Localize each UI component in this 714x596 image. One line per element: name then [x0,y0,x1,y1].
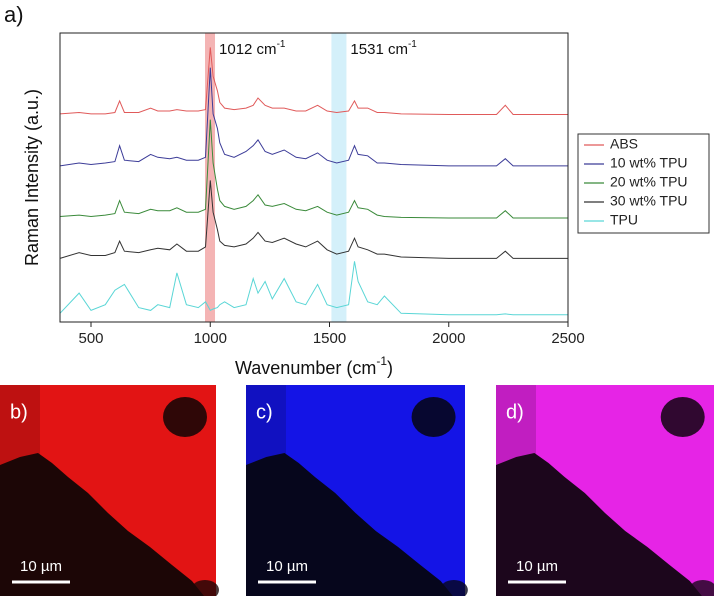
x-tick-label: 500 [78,330,103,347]
legend-label: 30 wt% TPU [610,193,688,209]
map-dark-spot [411,397,456,437]
scale-bar-label: 10 µm [516,558,558,575]
x-label-text: Wavenumber (cm [235,358,376,378]
map-dark-spot [439,580,468,596]
x-tick-label: 2500 [551,330,584,347]
legend-label: 10 wt% TPU [610,155,688,171]
map-left-shade [0,385,40,465]
map-dark-spot [163,397,207,437]
band-annotation: 1531 cm-1 [350,39,417,58]
x-label-end: ) [387,358,393,378]
x-tick-label: 1500 [313,330,346,347]
map-panel: d) 10 µm [496,385,714,596]
spectrum-line [59,119,568,219]
panel-label: b) [10,401,28,423]
spectrum-line [59,180,568,259]
map-dark-region [0,453,204,596]
map-dark-spot [660,397,705,437]
map-dark-spot [191,580,219,596]
band-annotation: 1012 cm-1 [219,39,286,58]
scale-bar-label: 10 µm [20,558,62,575]
y-axis-label: Raman Intensity (a.u.) [22,89,42,266]
spectrum-line [59,67,568,167]
map-panel: b) 10 µm [0,385,219,596]
legend-label: 20 wt% TPU [610,174,688,190]
annotation-sup: -1 [408,39,417,50]
scale-bar-label: 10 µm [266,558,308,575]
plot-frame [59,32,569,323]
legend-label: TPU [610,212,638,228]
panel-label: d) [506,401,524,423]
map-left-shade [496,385,536,465]
map-panel: c) 10 µm [246,385,468,596]
spectrum-line [59,47,568,115]
map-left-shade [246,385,286,465]
annotation-text: 1531 cm [350,41,408,58]
legend-label: ABS [610,136,638,152]
map-dark-spot [688,580,714,596]
x-tick-label: 2000 [432,330,465,347]
map-dark-region [496,453,702,596]
spectrum-line [59,261,568,316]
x-label-sup: -1 [376,354,387,368]
highlight-band [331,33,347,322]
map-dark-region [246,453,453,596]
highlight-band [205,33,216,322]
x-axis-label: Wavenumber (cm-1) [235,354,393,378]
panel-label: a) [4,2,24,27]
annotation-sup: -1 [277,39,286,50]
panel-label: c) [256,401,273,423]
annotation-text: 1012 cm [219,41,277,58]
x-tick-label: 1000 [194,330,227,347]
